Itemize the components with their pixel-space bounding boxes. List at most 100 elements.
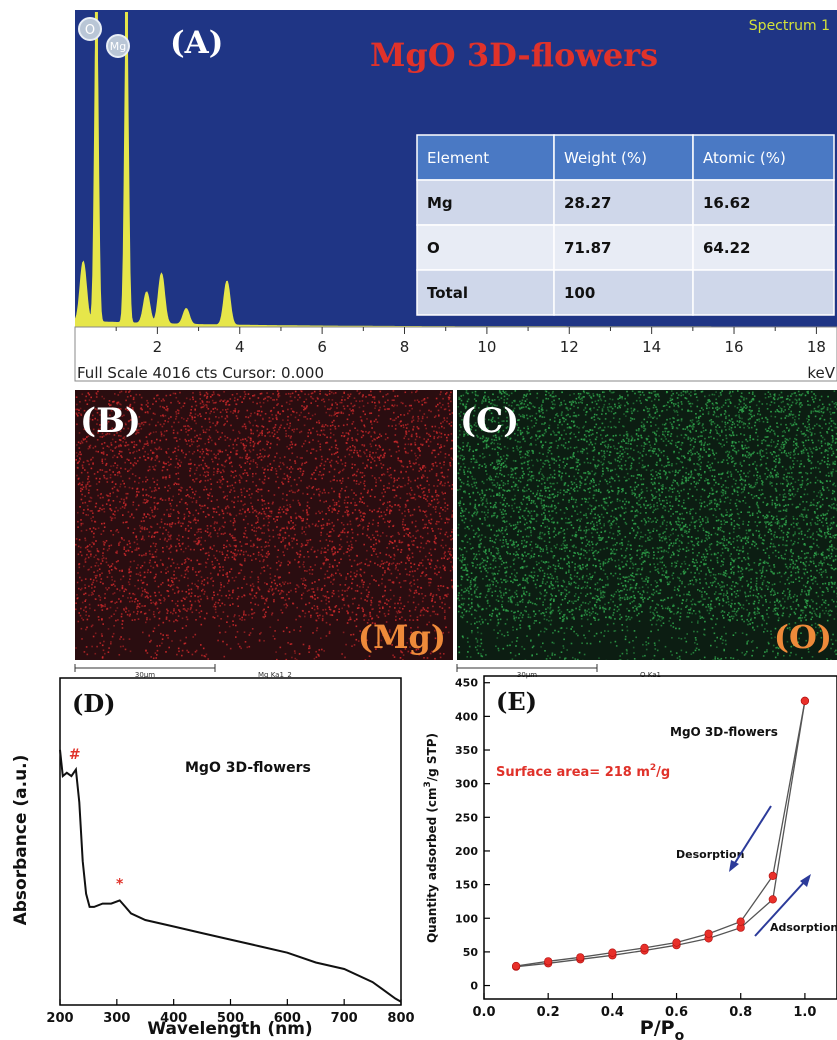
map-dot xyxy=(352,410,355,412)
map-dot xyxy=(369,613,371,616)
map-dot xyxy=(109,492,111,495)
map-dot xyxy=(224,423,226,425)
map-dot xyxy=(272,435,275,438)
map-dot xyxy=(255,484,258,487)
map-dot xyxy=(80,498,83,501)
map-dot xyxy=(287,415,289,418)
map-dot xyxy=(715,591,717,593)
map-dot xyxy=(235,450,238,452)
map-dot xyxy=(156,531,159,534)
map-dot xyxy=(198,540,201,542)
map-dot xyxy=(77,478,80,480)
map-dot xyxy=(332,499,334,501)
map-dot xyxy=(400,549,403,551)
map-dot xyxy=(224,417,227,420)
map-dot xyxy=(260,553,262,556)
map-dot xyxy=(114,430,116,432)
table-cell xyxy=(692,179,835,226)
map-dot xyxy=(266,432,269,434)
map-dot xyxy=(142,423,145,426)
map-dot xyxy=(238,479,241,482)
panel-a-label: (A) xyxy=(170,25,223,61)
map-dot xyxy=(190,496,192,499)
map-dot xyxy=(323,595,326,598)
map-dot xyxy=(275,470,278,472)
map-dot xyxy=(194,583,196,586)
map-dot xyxy=(435,489,437,492)
map-dot xyxy=(394,489,396,492)
map-dot xyxy=(286,504,289,506)
map-dot xyxy=(204,443,206,445)
map-dot xyxy=(333,553,336,555)
map-dot xyxy=(79,551,82,553)
map-dot xyxy=(334,440,337,442)
map-dot xyxy=(229,520,232,522)
map-dot xyxy=(158,397,160,400)
map-dot xyxy=(80,487,82,490)
map-dot xyxy=(400,650,402,652)
map-dot xyxy=(247,393,250,395)
map-dot xyxy=(240,488,242,491)
map-dot xyxy=(644,534,647,536)
map-dot xyxy=(328,414,331,417)
map-dot xyxy=(214,557,217,559)
map-dot xyxy=(173,483,175,486)
map-dot xyxy=(262,560,265,563)
map-dot xyxy=(447,587,449,589)
map-dot xyxy=(373,398,376,400)
map-dot xyxy=(312,588,314,590)
map-dot xyxy=(199,433,201,436)
map-dot xyxy=(160,518,163,521)
map-dot xyxy=(136,605,138,608)
map-dot xyxy=(400,470,402,473)
map-dot xyxy=(296,456,298,458)
map-dot xyxy=(391,404,393,407)
map-dot xyxy=(284,653,287,655)
map-dot xyxy=(269,573,271,576)
map-dot xyxy=(208,514,210,516)
map-dot xyxy=(178,512,180,514)
map-dot xyxy=(288,597,290,600)
map-dot xyxy=(693,525,696,527)
map-dot xyxy=(111,418,113,421)
map-dot xyxy=(257,554,260,556)
map-dot xyxy=(168,548,170,550)
map-dot xyxy=(378,457,380,459)
map-dot xyxy=(799,617,802,620)
map-dot xyxy=(345,643,347,646)
map-dot xyxy=(698,473,700,475)
map-dot xyxy=(362,527,364,530)
map-dot xyxy=(314,413,316,416)
map-dot xyxy=(323,501,325,503)
map-dot xyxy=(186,489,188,491)
map-dot xyxy=(102,447,105,450)
map-dot xyxy=(278,533,281,535)
map-dot xyxy=(331,399,334,401)
map-dot xyxy=(84,438,86,440)
map-dot xyxy=(240,500,242,502)
map-dot xyxy=(410,465,412,468)
map-dot xyxy=(353,492,355,494)
map-dot xyxy=(77,620,80,623)
map-dot xyxy=(275,516,278,518)
map-dot xyxy=(169,508,172,510)
map-dot xyxy=(358,483,360,485)
map-dot xyxy=(88,485,91,487)
map-dot xyxy=(221,432,223,434)
map-dot xyxy=(228,457,231,460)
map-dot xyxy=(82,437,84,440)
map-dot xyxy=(251,493,253,495)
map-dot xyxy=(153,490,156,492)
map-dot xyxy=(150,565,152,567)
map-dot xyxy=(79,546,82,549)
map-dot xyxy=(450,579,453,582)
map-dot xyxy=(285,393,287,395)
map-dot xyxy=(388,631,391,633)
map-dot xyxy=(385,433,387,435)
map-dot xyxy=(361,581,363,583)
map-dot xyxy=(102,552,104,554)
map-dot xyxy=(157,394,159,396)
map-dot xyxy=(356,590,359,592)
map-dot xyxy=(282,410,284,412)
map-dot xyxy=(293,650,296,652)
